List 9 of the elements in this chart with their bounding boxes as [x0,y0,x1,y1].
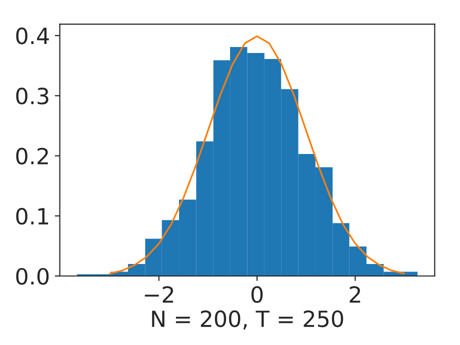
y-tick-label: 0.0 [16,268,49,285]
x-tick-label: −2 [144,286,174,303]
x-tick-label: 2 [350,286,360,303]
y-tick-label: 0.3 [16,88,48,104]
y-tick-label: 0.1 [16,208,48,225]
x-axis-title: N = 200, T = 250 [152,310,344,330]
y-tick-label: 0.2 [16,148,48,165]
x-tick-label: 0 [251,286,263,303]
y-tick-label: 0.4 [16,28,49,44]
